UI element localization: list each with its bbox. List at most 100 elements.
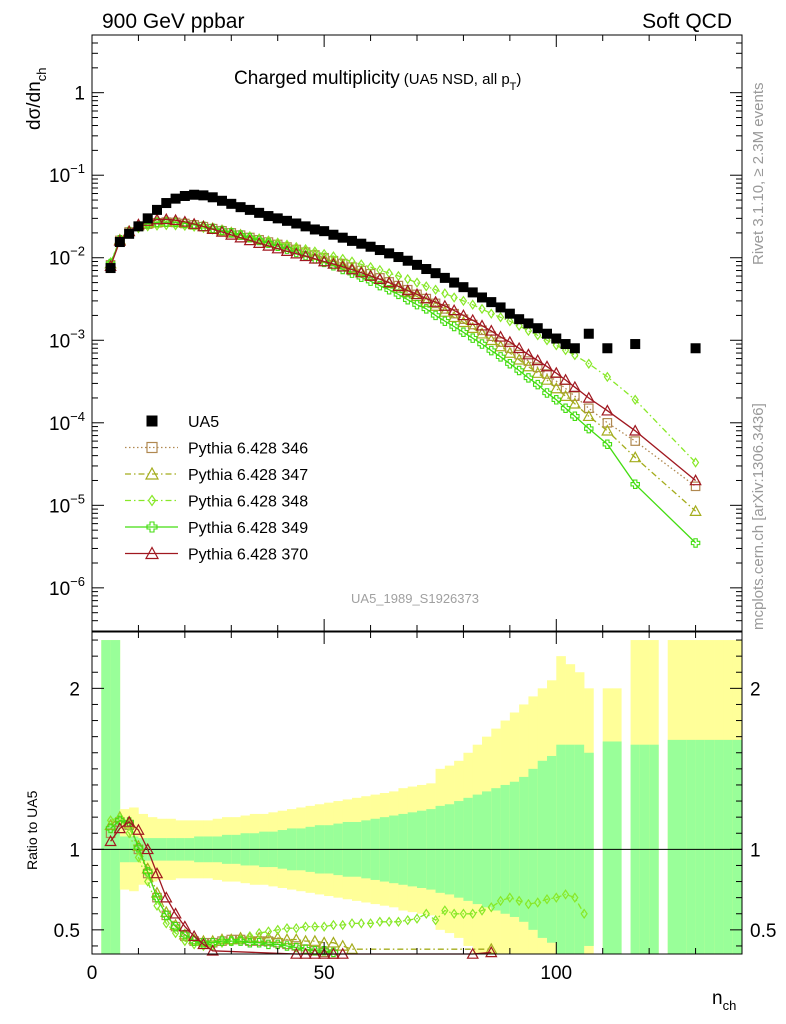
ratio-point: [336, 939, 349, 951]
ratio-point: [263, 939, 274, 950]
data-point: [467, 333, 478, 343]
ratio-y-tick-label: 0.5: [54, 921, 80, 942]
ratio-y-axis-label: Ratio to UA5: [24, 790, 40, 870]
ratio-point: [272, 939, 283, 950]
data-point: [477, 339, 487, 349]
ratio-point: [524, 898, 533, 910]
data-point: [512, 353, 526, 365]
data-point: [531, 366, 544, 378]
data-point: [114, 237, 125, 248]
data-point: [263, 238, 274, 248]
ratio-y-tick-label: 2: [69, 679, 80, 700]
ratio-point: [262, 931, 275, 943]
data-point: [438, 305, 452, 317]
data-point: [348, 256, 356, 267]
data-point: [393, 252, 404, 263]
data-point: [475, 327, 489, 339]
data-point: [319, 226, 330, 237]
ratio-point: [134, 852, 143, 863]
legend-item: Pythia 6.428 347: [125, 466, 308, 484]
data-point: [512, 341, 526, 354]
data-point: [439, 272, 450, 283]
ratio-point: [310, 946, 320, 956]
data-point: [207, 192, 218, 203]
data-point: [271, 242, 284, 254]
data-point: [601, 404, 614, 416]
ratio-point: [150, 867, 164, 879]
ratio-point: [162, 918, 170, 929]
green-band: [110, 640, 121, 954]
y-tick-label-base: 10: [49, 166, 70, 187]
legend: UA5 Pythia 6.428 346 Pythia 6.428 347 Pythi…: [125, 414, 308, 564]
data-point: [447, 303, 461, 316]
legend-marker: [144, 466, 160, 480]
data-point: [393, 289, 404, 300]
green-band: [667, 739, 678, 954]
legend-item: Pythia 6.428 348: [125, 494, 308, 511]
data-point: [402, 294, 413, 305]
ratio-point: [413, 913, 421, 924]
data-point: [523, 356, 534, 366]
data-point: [689, 504, 702, 516]
chart-title-sub: (UA5 NSD, all p: [404, 71, 510, 88]
data-point: [245, 232, 255, 243]
data-point: [179, 190, 190, 201]
data-point: [217, 195, 227, 206]
data-point: [215, 225, 229, 237]
data-point: [438, 299, 452, 311]
data-point: [582, 391, 596, 403]
green-band: [677, 739, 687, 954]
data-point: [630, 436, 641, 446]
data-point: [337, 232, 348, 243]
data-point: [404, 273, 412, 285]
data-point: [178, 215, 192, 227]
data-point: [559, 373, 572, 385]
ratio-point: [422, 908, 430, 919]
data-point: [542, 369, 552, 379]
data-point: [374, 245, 385, 256]
data-point: [412, 299, 422, 310]
ratio-point: [534, 897, 542, 908]
ratio-point: [292, 922, 300, 934]
ratio-point: [133, 842, 144, 853]
data-point: [430, 310, 441, 321]
y-tick-label-exponent: −1: [70, 161, 85, 176]
ratio-point: [469, 908, 477, 919]
data-point: [550, 366, 563, 378]
ratio-point: [506, 892, 514, 903]
y-tick-label: 10−6: [49, 574, 85, 600]
ratio-axes: 0.5 0.5 1 1 2 2 0 50 100: [54, 632, 776, 984]
x-tick-label: 100: [540, 963, 572, 984]
ratio-point: [178, 920, 192, 932]
ratio-point: [552, 892, 560, 903]
legend-marker: [146, 415, 158, 427]
data-point: [339, 253, 347, 265]
data-point: [301, 243, 310, 255]
ratio-point: [487, 902, 495, 913]
ratio-point: [132, 823, 145, 835]
green-band: [704, 739, 715, 954]
ratio-point: [485, 942, 498, 954]
ratio-point: [226, 936, 237, 946]
y-axis-label: dσ/dnch: [24, 68, 49, 130]
legend-item: Pythia 6.428 346: [125, 441, 308, 458]
data-point: [569, 343, 580, 354]
ratio-point: [478, 905, 486, 916]
ratio-point: [404, 914, 412, 926]
data-point: [457, 315, 470, 328]
data-point: [486, 331, 497, 342]
data-point: [690, 343, 701, 354]
legend-item: UA5: [146, 414, 219, 431]
data-point: [105, 263, 116, 274]
data-point: [524, 325, 533, 337]
data-point: [225, 228, 238, 240]
data-point: [282, 215, 292, 226]
data-point: [197, 220, 210, 232]
data-point: [235, 202, 246, 213]
ratio-point: [141, 842, 154, 855]
data-point: [206, 222, 219, 234]
series-line: [109, 221, 697, 512]
ratio-line: [110, 816, 585, 947]
data-point: [514, 314, 525, 325]
data-point: [413, 277, 421, 288]
